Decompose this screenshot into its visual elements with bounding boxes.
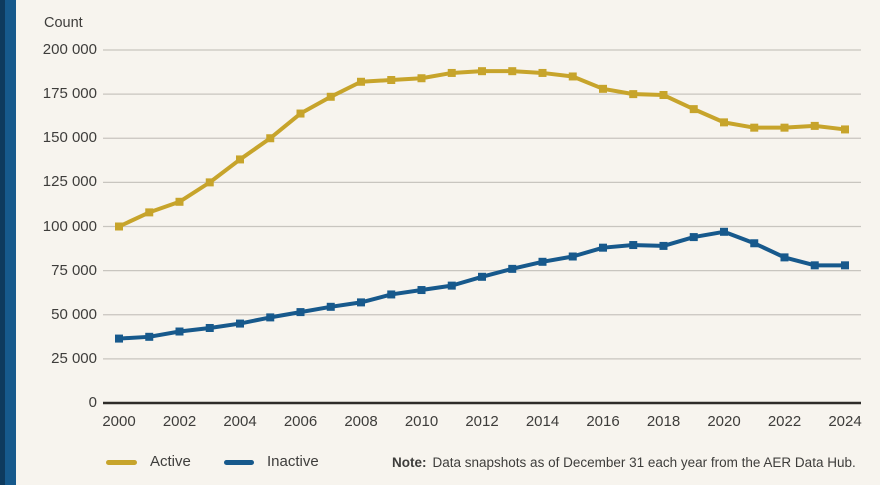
x-tick-label: 2010 xyxy=(404,413,439,430)
chart-note: Note: Data snapshots as of December 31 ea… xyxy=(392,455,856,470)
x-tick-label: 2024 xyxy=(828,413,862,430)
inactive-series-swatch xyxy=(224,460,254,465)
x-tick-label: 2020 xyxy=(707,413,741,430)
x-tick-label: 2002 xyxy=(162,413,197,430)
x-tick-label: 2006 xyxy=(283,413,318,430)
x-tick-label: 2000 xyxy=(102,413,136,430)
x-tick-label: 2008 xyxy=(344,413,378,430)
x-tick-label: 2012 xyxy=(465,413,499,430)
y-tick-label: 200 000 xyxy=(42,41,97,58)
inactive-series-label: Inactive xyxy=(267,453,319,470)
left-accent-bar-dark-stripe xyxy=(0,0,5,485)
active-series-label: Active xyxy=(150,453,191,470)
note-label: Note: xyxy=(392,455,427,470)
y-axis-tick-labels: 200 000 175 000 150 000 125 000 100 000 … xyxy=(0,40,97,413)
x-tick-label: 2004 xyxy=(223,413,257,430)
y-tick-label: 25 000 xyxy=(51,349,97,367)
x-axis-tick-labels: 2000 2002 2004 2006 2008 2010 2012 2014 … xyxy=(97,413,867,433)
y-tick-label: 125 000 xyxy=(42,173,97,191)
left-accent-bar xyxy=(0,0,16,485)
y-tick-label: 100 000 xyxy=(42,217,97,235)
x-tick-label: 2016 xyxy=(586,413,620,430)
chart-legend: Active Inactive Note: Data snapshots as o… xyxy=(0,448,880,476)
x-tick-label: 2014 xyxy=(525,413,560,430)
y-tick-label: 175 000 xyxy=(42,85,97,103)
x-tick-label: 2022 xyxy=(767,413,802,430)
y-tick-label: 50 000 xyxy=(51,305,97,323)
x-tick-label: 2018 xyxy=(646,413,681,430)
active-series-swatch xyxy=(106,460,137,465)
y-tick-label: 75 000 xyxy=(51,261,97,279)
y-tick-label: 0 xyxy=(88,394,97,411)
note-text: Data snapshots as of December 31 each ye… xyxy=(432,455,856,470)
y-tick-label: 150 000 xyxy=(42,129,97,147)
y-axis-title: Count xyxy=(44,15,83,31)
